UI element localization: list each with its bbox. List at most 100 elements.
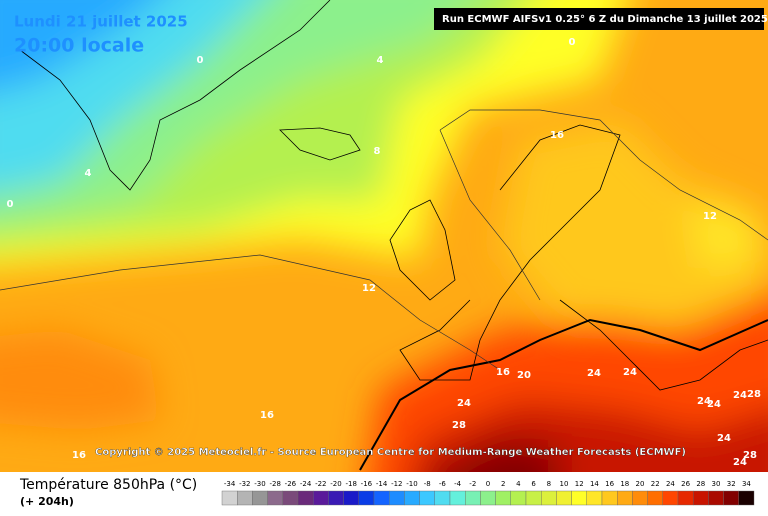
scale-label: 34: [742, 480, 751, 488]
contour-label: 20: [517, 370, 531, 381]
coastlines: [19, 0, 768, 391]
contour-label: 28: [743, 450, 757, 461]
isotherms: [0, 109, 768, 371]
scale-swatch: [449, 490, 466, 506]
contour-label: 16: [550, 130, 564, 141]
contour-label: 12: [703, 211, 717, 222]
scale-swatch: [647, 490, 663, 506]
contour-label: 12: [362, 283, 376, 294]
scale-swatch: [373, 490, 390, 506]
scale-swatch: [738, 490, 755, 506]
scale-label: -6: [439, 480, 447, 488]
scale-swatch: [252, 490, 268, 506]
scale-label: 14: [590, 480, 599, 488]
scale-label: -22: [315, 480, 326, 488]
contour-24: [359, 318, 768, 471]
scale-swatch: [282, 490, 299, 506]
contour-label: 28: [452, 420, 466, 431]
scale-swatch: [267, 490, 284, 506]
scale-label: 2: [501, 480, 505, 488]
scale-swatch: [601, 490, 618, 506]
legend-title: Température 850hPa (°C): [19, 477, 197, 493]
scale-swatch: [541, 490, 557, 506]
scale-label: -26: [285, 480, 297, 488]
contour-label: 4: [85, 168, 92, 179]
scale-swatch: [693, 490, 709, 506]
scale-label: 6: [531, 480, 536, 488]
scale-swatch: [297, 490, 314, 506]
contour-label: 24: [707, 399, 721, 410]
scale-label: 8: [547, 480, 551, 488]
scale-label: -20: [330, 480, 341, 488]
scale-label: -2: [469, 480, 476, 488]
lead-time: (+ 204h): [20, 495, 74, 508]
scale-swatch: [358, 490, 375, 506]
scale-swatch: [662, 490, 679, 506]
scale-swatch: [556, 490, 572, 506]
scale-label: 28: [696, 480, 705, 488]
contour-label: 8: [374, 146, 381, 157]
scale-swatch: [632, 490, 648, 506]
scale-swatch: [328, 490, 344, 506]
scale-swatch: [480, 490, 496, 506]
contour-label: 24: [697, 396, 711, 407]
forecast-date: Lundi 21 juillet 2025: [14, 13, 188, 31]
scale-swatch: [617, 490, 633, 506]
scale-label: 22: [651, 480, 660, 488]
contour-label: 24: [733, 457, 747, 468]
contour-label: 24: [623, 367, 637, 378]
scale-swatch: [495, 490, 512, 506]
scale-swatch: [343, 490, 360, 506]
scale-swatch: [723, 490, 739, 506]
contour-label: 0: [569, 37, 576, 48]
contour-label: 28: [747, 389, 761, 400]
scale-label: 30: [712, 480, 721, 488]
scale-label: 4: [516, 480, 521, 488]
scale-label: -4: [454, 480, 462, 488]
scale-swatch: [586, 490, 603, 506]
contour-label: 24: [733, 390, 747, 401]
scale-label: -16: [361, 480, 373, 488]
scale-swatch: [313, 490, 329, 506]
contour-label: 16: [496, 367, 510, 378]
scale-label: -12: [391, 480, 402, 488]
scale-label: -30: [254, 480, 265, 488]
scale-label: 26: [681, 480, 690, 488]
scale-label: 0: [486, 480, 490, 488]
color-scale: -34 -32 -30 -28 -26 -24 -22 -20 -18 -16 -14 -12 -10-…: [221, 480, 755, 506]
scale-swatch: [404, 490, 420, 506]
contour-label: 4: [377, 55, 384, 66]
scale-swatch: [510, 490, 527, 506]
contour-label: 24: [717, 433, 731, 444]
scale-label: -24: [300, 480, 312, 488]
run-box: [434, 8, 764, 30]
contour-label: 24: [587, 368, 601, 379]
scale-swatch: [236, 490, 253, 506]
contour-label: 16: [72, 450, 86, 461]
scale-label: 24: [666, 480, 675, 488]
contour-label: 0: [197, 55, 204, 66]
scale-label: 10: [560, 480, 569, 488]
scale-swatch: [434, 490, 451, 506]
scale-label: -14: [376, 480, 388, 488]
forecast-time: 20:00 locale: [14, 35, 144, 57]
contour-label: 24: [457, 398, 471, 409]
scale-label: -10: [406, 480, 417, 488]
contour-label: 16: [260, 410, 274, 421]
scale-swatch: [708, 490, 724, 506]
scale-label: 18: [620, 480, 629, 488]
scale-swatch: [677, 490, 694, 506]
scale-label: 16: [605, 480, 614, 488]
scale-swatch: [221, 490, 238, 506]
scale-swatch: [525, 490, 542, 506]
run-info: Run ECMWF AIFSv1 0.25° 6 Z du Dimanche 1…: [442, 14, 768, 25]
copyright: Copyright © 2025 Meteociel.fr - Source E…: [95, 447, 686, 458]
scale-swatch: [389, 490, 405, 506]
scale-label: -28: [269, 480, 280, 488]
contour-label: 0: [7, 199, 14, 210]
scale-label: -18: [345, 480, 356, 488]
scale-label: 12: [575, 480, 584, 488]
scale-label: 20: [636, 480, 645, 488]
